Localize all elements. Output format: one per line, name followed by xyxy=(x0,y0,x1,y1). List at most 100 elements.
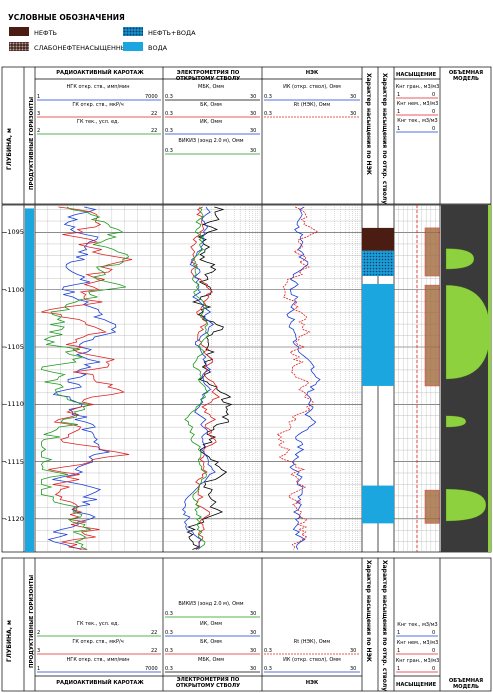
saturation-box xyxy=(424,227,440,277)
gk-tek-min: 2 xyxy=(37,128,41,134)
ngk-max-bottom: 7000 xyxy=(145,666,158,672)
kng-tek-max-bottom: 0 xyxy=(432,630,436,636)
volume-sand-lens xyxy=(445,415,467,428)
bottom-header-frame xyxy=(1,557,492,692)
vikiz-curve-name-bottom: ВИКИЗ (зонд 2.0 м), Омм xyxy=(178,601,244,607)
gk-tek-max: 22 xyxy=(151,128,158,134)
ngk-max: 7000 xyxy=(145,94,158,100)
ngk-curve xyxy=(47,206,117,550)
char-open-header: Характер насыщения по откр. стволу xyxy=(381,73,388,205)
electro-footer: ЭЛЕКТРОМЕТРИЯ ПО ОТКРЫТОМУ СТВОЛУ xyxy=(175,677,241,689)
depth-tick-label: -1100 xyxy=(5,285,24,294)
top-header-frame xyxy=(1,66,492,205)
ik-open-min: 0.3 xyxy=(264,94,272,100)
ik-curve-name: ИК, Омм xyxy=(200,119,222,125)
mbk-min: 0.3 xyxy=(165,94,173,100)
ik-curve-name-bottom: ИК, Омм xyxy=(200,621,222,627)
rt-nek-min-bottom: 0.3 xyxy=(264,648,272,654)
ik-curve xyxy=(182,206,216,550)
ik-max-bottom: 30 xyxy=(250,630,257,636)
kng-gr-max: 0 xyxy=(432,92,436,98)
volume-footer: ОБЪЕМНАЯ МОДЕЛЬ xyxy=(448,678,484,690)
vikiz-curve xyxy=(184,206,210,550)
rt-nek-min: 0.3 xyxy=(264,111,272,117)
electro-header: ЭЛЕКТРОМЕТРИЯ ПО ОТКРЫТОМУ СТВОЛУ xyxy=(175,70,241,82)
interval-oil_water-nek xyxy=(362,250,378,277)
volume-sand-lens xyxy=(445,248,475,270)
kng-gr-curve-name: Кнг гран., м3/м3 xyxy=(395,84,440,90)
kng-gr-min: 1 xyxy=(397,92,401,98)
mbk-curve xyxy=(186,206,233,550)
depth-tick-label: -1120 xyxy=(5,514,24,523)
bk-min: 0.3 xyxy=(165,111,173,117)
volume-header: ОБЪЕМНАЯ МОДЕЛЬ xyxy=(448,70,484,82)
bk-curve-name: БК, Омм xyxy=(200,102,222,108)
gk-tek-max-bottom: 22 xyxy=(151,630,158,636)
ngk-min-bottom: 1 xyxy=(37,666,41,672)
ik-open-curve-name: ИК (откр. ствол), Омм xyxy=(283,84,341,90)
volume-water-edge xyxy=(488,205,491,552)
kng-gr-max-bottom: 0 xyxy=(432,666,436,672)
kng-gr-min-bottom: 1 xyxy=(397,666,401,672)
kng-nem-curve-name-bottom: Кнг нем., м3/м3 xyxy=(396,640,439,646)
ik-open-min-bottom: 0.3 xyxy=(264,666,272,672)
vikiz-max: 30 xyxy=(250,148,257,154)
mbk-curve-name: МБК, Омм xyxy=(198,84,224,90)
bk-curve xyxy=(190,206,221,550)
kng-tek-curve-name: Кнг тек., м3/м3 xyxy=(397,118,438,124)
depth-tick-label: -1115 xyxy=(5,457,24,466)
oil-swatch xyxy=(9,27,29,36)
kng-nem-min: 1 xyxy=(397,109,401,115)
horizons-footer: ПРОДУКТИВНЫЕ ГОРИЗОНТЫ xyxy=(29,574,35,668)
char-nek-header: Характер насыщения по НЭК xyxy=(365,73,372,175)
rt-nek-curve-name: Rt (НЭК), Омм xyxy=(293,102,331,108)
char-open-footer: Характер насыщения по откр. стволу xyxy=(381,560,388,692)
ik-open-max-bottom: 30 xyxy=(350,666,357,672)
saturation-box xyxy=(424,284,440,387)
legend-title: УСЛОВНЫЕ ОБОЗНАЧЕНИЯ xyxy=(8,13,125,22)
gk-tek-curve-name: ГК тек., усл. ед. xyxy=(76,119,120,125)
gk-min: 3 xyxy=(37,111,41,117)
weak-oil-swatch xyxy=(9,42,29,51)
bk-max-bottom: 30 xyxy=(250,648,257,654)
gk-curve xyxy=(41,206,133,550)
interval-oil_water-open xyxy=(378,250,394,277)
vikiz-max-bottom: 30 xyxy=(250,611,257,617)
interval-water-open xyxy=(378,485,394,524)
gk-max: 22 xyxy=(151,111,158,117)
depth-footer: ГЛУБИНА, м xyxy=(6,620,13,662)
interval-oil-open xyxy=(378,227,394,251)
mbk-curve-name-bottom: МБК, Омм xyxy=(198,657,224,663)
ik-max: 30 xyxy=(250,128,257,134)
water-swatch xyxy=(123,42,143,51)
legend-water-label: ВОДА xyxy=(148,44,168,52)
horizons-header: ПРОДУКТИВНЫЕ ГОРИЗОНТЫ xyxy=(29,96,35,190)
bk-max: 30 xyxy=(250,111,257,117)
kng-nem-curve-name: Кнг нем., м3/м3 xyxy=(396,101,439,107)
ik-min: 0.3 xyxy=(165,128,173,134)
vikiz-min-bottom: 0.3 xyxy=(165,611,173,617)
legend-oil-label: НЕФТЬ xyxy=(34,29,58,37)
saturation-header: НАСЫЩЕНИЕ xyxy=(396,72,437,78)
ngk-min: 1 xyxy=(37,94,41,100)
gk-tek-min-bottom: 2 xyxy=(37,630,41,636)
productive-horizon-bar xyxy=(25,208,34,552)
interval-water-open xyxy=(378,284,394,386)
rt-nek-curve-name-bottom: Rt (НЭК), Омм xyxy=(293,639,331,645)
bk-min-bottom: 0.3 xyxy=(165,648,173,654)
depth-tick-label: -1110 xyxy=(5,400,24,409)
gk-curve-name: ГК откр. ств., мкР/ч xyxy=(72,102,124,108)
ik-open-curve xyxy=(286,206,321,550)
gk-curve-name-bottom: ГК откр. ств., мкР/ч xyxy=(72,639,124,645)
mbk-max-bottom: 30 xyxy=(250,666,257,672)
kng-tek-max: 0 xyxy=(432,126,436,132)
nek-footer: НЭК xyxy=(305,680,319,686)
radio-header: РАДИОАКТИВНЫЙ КАРОТАЖ xyxy=(56,70,144,76)
rt-nek-max-bottom: 30 xyxy=(350,648,357,654)
ik-min-bottom: 0.3 xyxy=(165,630,173,636)
mbk-min-bottom: 0.3 xyxy=(165,666,173,672)
kng-nem-max-bottom: 0 xyxy=(432,648,436,654)
oil-water-swatch xyxy=(123,27,143,36)
mbk-max: 30 xyxy=(250,94,257,100)
